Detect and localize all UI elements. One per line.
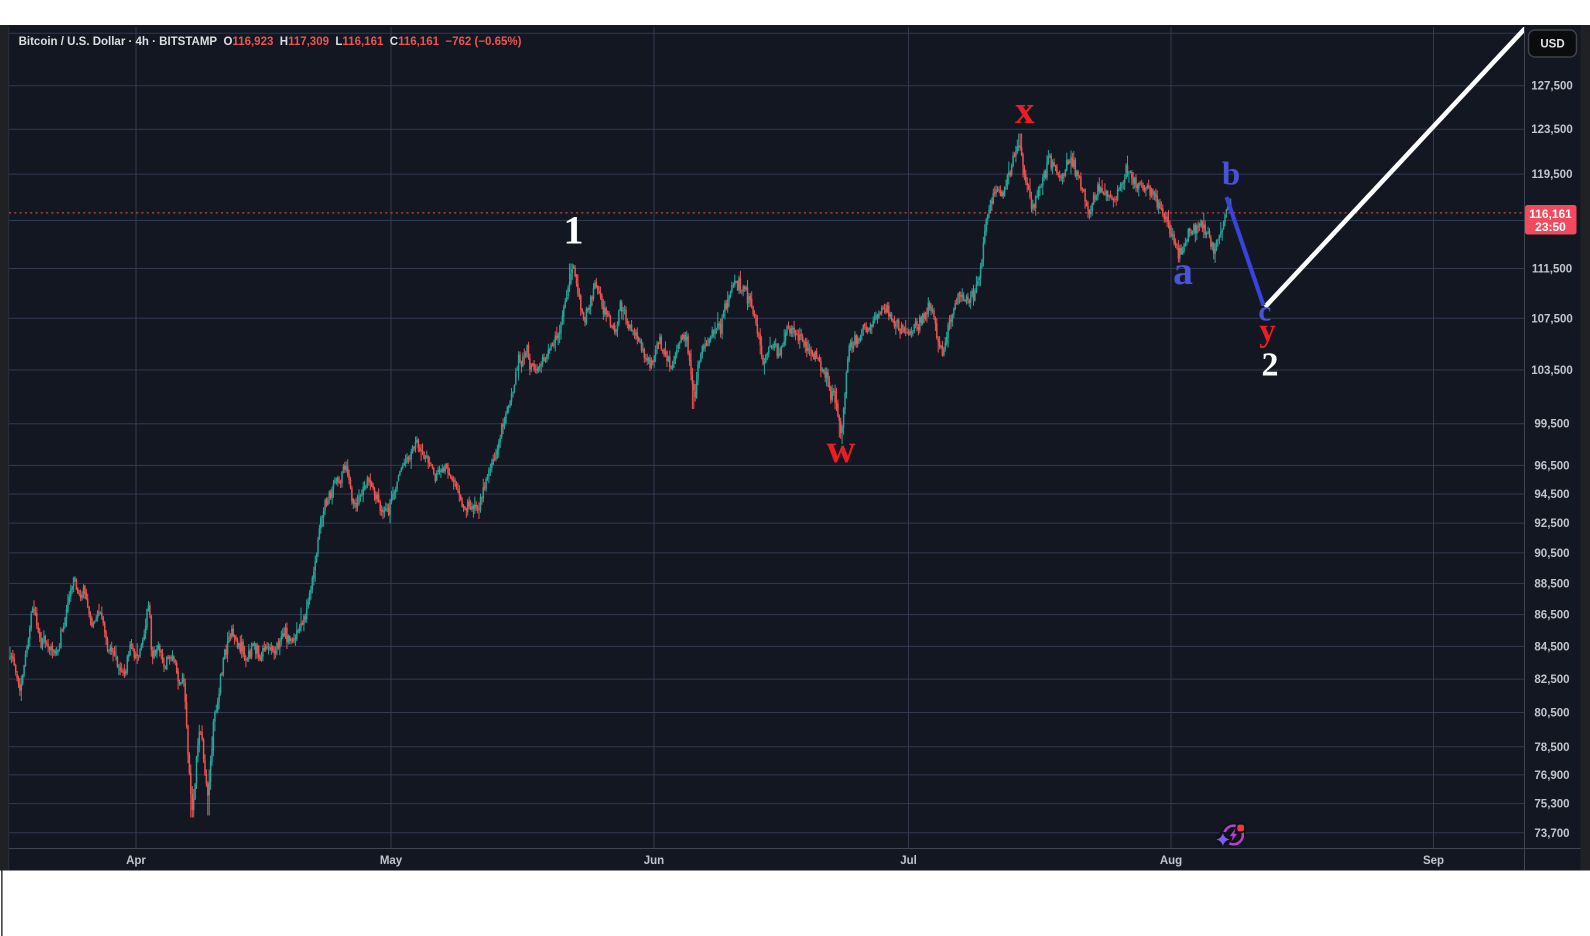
- svg-text:1: 1: [564, 208, 584, 253]
- svg-text:73,700: 73,700: [1534, 828, 1569, 840]
- svg-text:y: y: [1259, 313, 1276, 349]
- svg-text:119,500: 119,500: [1532, 169, 1573, 181]
- svg-text:86,500: 86,500: [1534, 610, 1569, 622]
- svg-text:75,300: 75,300: [1534, 799, 1569, 811]
- svg-text:103,500: 103,500: [1531, 365, 1573, 377]
- svg-text:123,500: 123,500: [1531, 124, 1573, 136]
- svg-text:May: May: [380, 855, 403, 867]
- svg-text:b: b: [1222, 157, 1240, 193]
- svg-text:USD: USD: [1540, 39, 1564, 51]
- svg-text:99,500: 99,500: [1534, 419, 1569, 431]
- svg-text:127,500: 127,500: [1531, 81, 1573, 93]
- svg-text:x: x: [1015, 89, 1035, 132]
- svg-text:116,161: 116,161: [1529, 207, 1572, 221]
- svg-text:2: 2: [1262, 347, 1279, 384]
- svg-text:w: w: [827, 426, 856, 471]
- svg-text:92,500: 92,500: [1534, 518, 1569, 530]
- svg-text:Sep: Sep: [1423, 855, 1444, 867]
- svg-text:Apr: Apr: [126, 855, 146, 867]
- svg-text:c: c: [1258, 296, 1271, 328]
- svg-text:Jun: Jun: [644, 855, 664, 867]
- svg-text:76,900: 76,900: [1534, 770, 1569, 782]
- svg-text:80,500: 80,500: [1534, 708, 1569, 720]
- svg-text:96,500: 96,500: [1534, 460, 1569, 472]
- svg-text:Bitcoin / U.S. Dollar · 4h · B: Bitcoin / U.S. Dollar · 4h · BITSTAMP O1…: [19, 36, 522, 48]
- svg-text:90,500: 90,500: [1534, 548, 1569, 560]
- svg-text:94,500: 94,500: [1534, 489, 1569, 501]
- svg-text:Jul: Jul: [900, 855, 917, 867]
- svg-text:a: a: [1173, 248, 1193, 293]
- svg-text:82,500: 82,500: [1534, 674, 1569, 686]
- svg-text:Aug: Aug: [1160, 855, 1182, 867]
- svg-text:111,500: 111,500: [1532, 264, 1572, 276]
- svg-text:78,500: 78,500: [1534, 742, 1569, 754]
- svg-text:107,500: 107,500: [1531, 313, 1573, 325]
- svg-text:84,500: 84,500: [1534, 641, 1569, 653]
- svg-text:23:50: 23:50: [1535, 220, 1566, 234]
- svg-text:88,500: 88,500: [1534, 578, 1569, 590]
